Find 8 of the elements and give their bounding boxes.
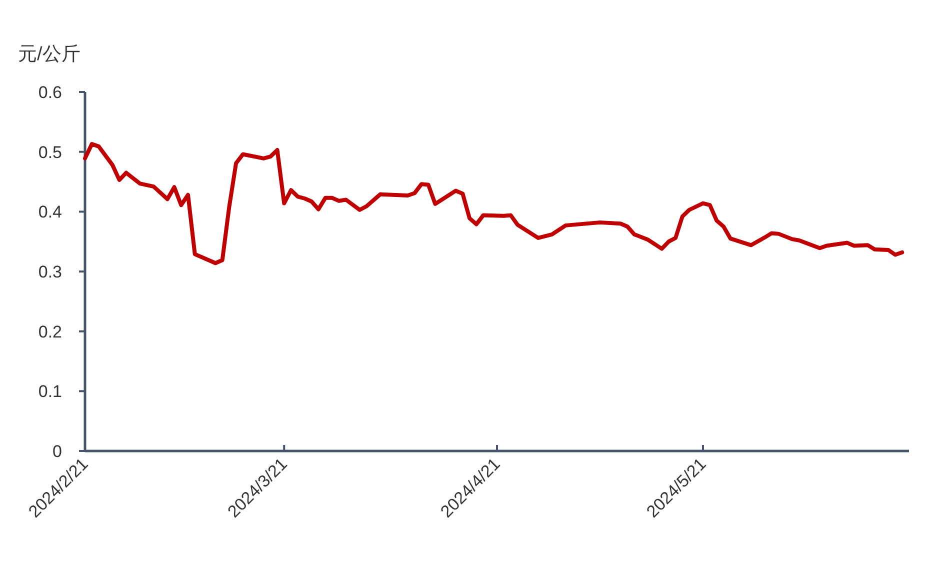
y-tick-label: 0.4 <box>38 202 62 222</box>
y-axis-title: 元/公斤 <box>18 44 80 65</box>
y-tick-label: 0.6 <box>38 83 62 102</box>
y-tick-label: 0.5 <box>38 142 62 162</box>
y-tick-label: 0.3 <box>38 262 62 282</box>
y-tick-label: 0.1 <box>38 382 62 402</box>
y-tick-label: 0.2 <box>38 322 62 342</box>
y-tick-label: 0 <box>52 442 62 461</box>
